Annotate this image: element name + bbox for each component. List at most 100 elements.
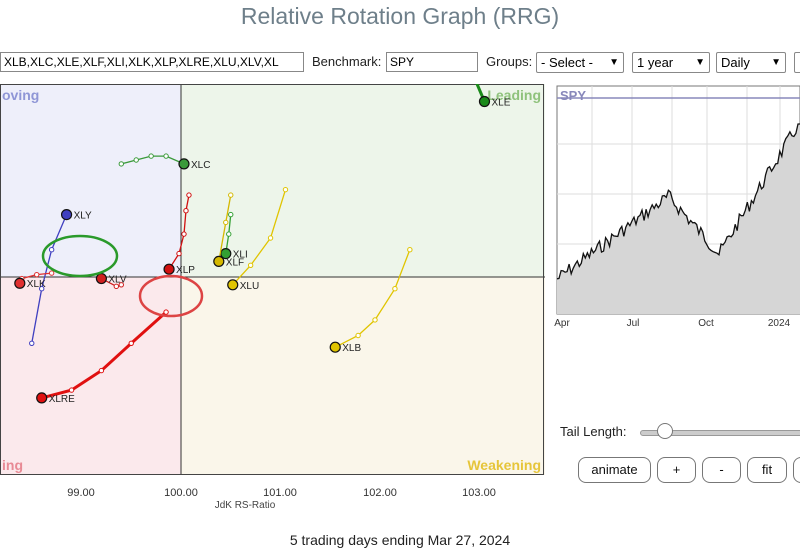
extra-control[interactable] <box>794 52 800 73</box>
rrg-head-marker[interactable] <box>95 272 108 285</box>
spy-x-label: Oct <box>698 318 714 329</box>
chevron-down-icon: ▼ <box>695 57 705 68</box>
rrg-symbol-label: XLU <box>240 281 259 292</box>
rrg-symbol-label: XLC <box>191 160 210 171</box>
rrg-symbol-label: XLI <box>233 250 248 261</box>
rrg-tail-line <box>31 214 68 344</box>
rrg-tail-point <box>148 153 154 159</box>
rrg-tail-point <box>118 161 125 167</box>
rrg-tail-point <box>48 247 55 253</box>
rrg-head-marker[interactable] <box>36 392 48 404</box>
rrg-head-marker[interactable] <box>213 255 225 267</box>
spy-price-area <box>557 124 800 314</box>
x-tick-label: 102.00 <box>363 487 397 499</box>
quadrant-label-lagging: ing <box>2 457 23 473</box>
quadrant-weakening <box>181 277 545 475</box>
rrg-head-marker[interactable] <box>60 209 73 221</box>
rrg-tail-point <box>128 340 134 346</box>
rrg-tail-point <box>163 153 169 159</box>
rrg-tail-point <box>34 271 40 278</box>
rrg-head-marker[interactable] <box>227 279 239 291</box>
highlight-circle-xly <box>41 234 119 278</box>
rrg-series-xlu[interactable]: XLU <box>227 186 289 292</box>
rrg-series-xlf[interactable]: XLF <box>213 192 244 269</box>
rrg-tail-point <box>181 231 187 237</box>
period-select[interactable]: 1 year ▼ <box>632 52 710 73</box>
quadrant-leading <box>181 84 545 277</box>
tail-length-slider-handle[interactable] <box>657 423 673 439</box>
frequency-select[interactable]: Daily ▼ <box>716 52 786 73</box>
groups-select-value: - Select - <box>541 55 594 70</box>
rrg-series-xlc[interactable]: XLC <box>118 153 210 171</box>
rrg-tail-point <box>183 208 189 214</box>
highlight-circle-xlp <box>138 274 204 318</box>
rrg-series-xlk[interactable]: XLK <box>14 270 55 290</box>
rrg-tail-point <box>29 340 35 346</box>
rrg-symbol-label: XLRE <box>49 394 75 405</box>
zoom-out-button[interactable]: - <box>702 457 741 483</box>
spy-x-label: 2024 <box>768 318 791 329</box>
spy-symbol-label: SPY <box>560 88 586 103</box>
rrg-tail-line <box>232 189 287 286</box>
rrg-head-marker[interactable] <box>329 341 341 353</box>
rrg-tail-point <box>223 219 229 226</box>
rrg-symbol-label: XLY <box>74 211 92 222</box>
rrg-head-marker[interactable] <box>163 263 175 275</box>
rrg-series-xlv[interactable]: XLV <box>95 272 127 290</box>
chevron-down-icon: ▼ <box>771 57 781 68</box>
x-tick-label: 99.00 <box>67 487 95 499</box>
rrg-symbol-label: XLB <box>342 343 361 354</box>
tail-length-slider-track[interactable] <box>640 430 800 436</box>
quadrant-label-weakening: Weakening <box>467 457 541 473</box>
rrg-tail-point <box>226 231 232 237</box>
rrg-tail-point <box>39 286 45 292</box>
rrg-symbol-label: XLP <box>176 265 195 276</box>
spy-x-label: Apr <box>554 318 570 329</box>
rrg-series-xle[interactable]: XLE <box>413 84 511 109</box>
rrg-head-marker[interactable] <box>478 95 491 108</box>
rrg-symbol-label: XLV <box>108 275 126 286</box>
plot-border <box>0 84 544 475</box>
more-button[interactable] <box>793 457 800 483</box>
rrg-tail-point <box>355 332 361 339</box>
rrg-chart[interactable]: oving Leading ing Weakening XLE XLC XLY XLI… <box>0 84 545 512</box>
groups-label: Groups: <box>486 54 533 69</box>
rrg-tail-line <box>475 84 486 103</box>
rrg-series-xly[interactable]: XLY <box>29 209 93 346</box>
rrg-symbol-label: XLK <box>27 279 46 290</box>
controls-bar: XLB,XLC,XLE,XLF,XLI,XLK,XLP,XLRE,XLU,XLV… <box>0 52 800 74</box>
rrg-head-marker[interactable] <box>178 158 190 170</box>
groups-select[interactable]: - Select - ▼ <box>536 52 624 73</box>
rrg-tail-point <box>228 192 234 198</box>
rrg-series-xlb[interactable]: XLB <box>329 247 413 355</box>
page-title: Relative Rotation Graph (RRG) <box>240 3 560 29</box>
quadrant-label-leading: Leading <box>487 87 541 103</box>
fit-button[interactable]: fit <box>747 457 787 483</box>
spy-x-label: Jul <box>627 318 640 329</box>
rrg-tail-point <box>267 235 274 241</box>
benchmark-label: Benchmark: <box>312 54 382 69</box>
rrg-tail-point <box>48 270 55 276</box>
rrg-tail-point <box>186 192 192 198</box>
rrg-tail-point <box>98 367 105 374</box>
benchmark-input[interactable]: SPY <box>386 52 478 72</box>
x-tick-label: 103.00 <box>462 487 496 499</box>
x-tick-label: 101.00 <box>263 487 297 499</box>
rrg-series-xlp[interactable]: XLP <box>163 192 195 276</box>
rrg-head-marker[interactable] <box>14 277 26 289</box>
quadrant-improving <box>0 84 181 277</box>
rrg-series-xlre[interactable]: XLRE <box>36 309 169 405</box>
rrg-tail-point <box>228 211 234 218</box>
tail-length-label: Tail Length: <box>560 424 627 439</box>
rrg-tail-point <box>392 286 398 292</box>
rrg-tail-point <box>176 250 182 257</box>
rrg-symbol-label: XLE <box>491 98 510 109</box>
symbols-input[interactable]: XLB,XLC,XLE,XLF,XLI,XLK,XLP,XLRE,XLU,XLV… <box>0 52 304 72</box>
chevron-down-icon: ▼ <box>609 57 619 68</box>
rrg-series-xli[interactable]: XLI <box>220 211 248 261</box>
benchmark-price-panel: SPY Apr Jul Oct 2024 <box>554 85 800 329</box>
animate-button[interactable]: animate <box>578 457 651 483</box>
zoom-in-button[interactable]: + <box>657 457 696 483</box>
period-select-value: 1 year <box>637 55 674 70</box>
frequency-select-value: Daily <box>721 55 750 70</box>
